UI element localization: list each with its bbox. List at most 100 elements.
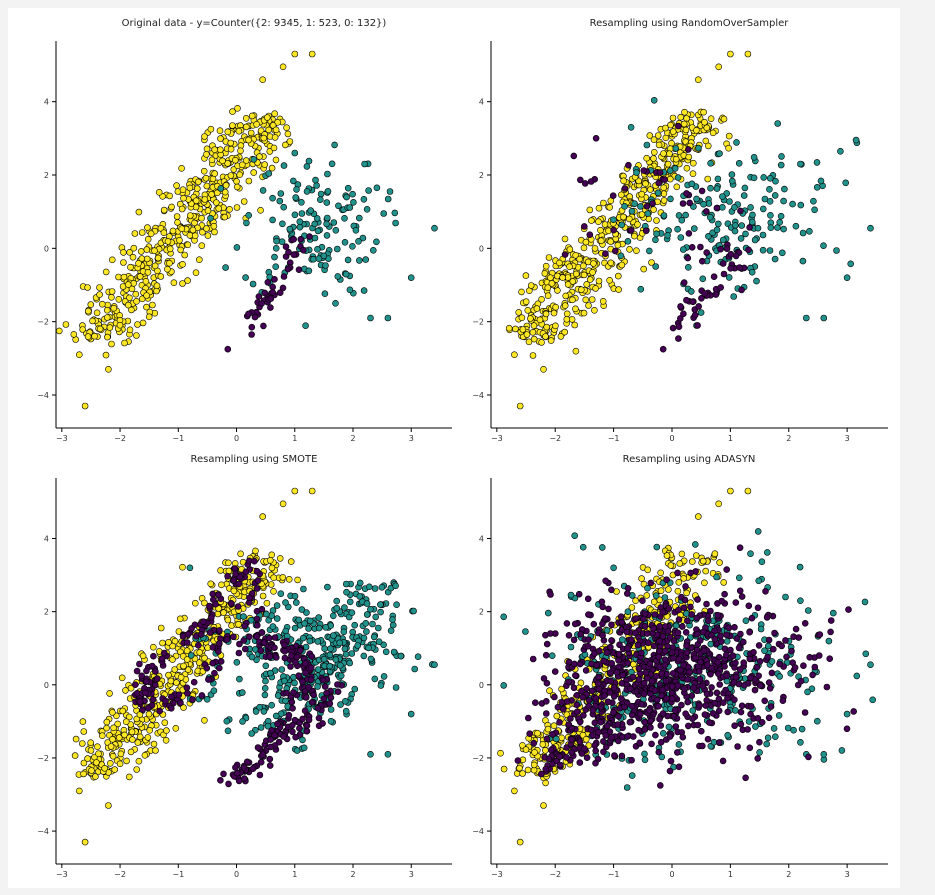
data-point-class-2 [235,620,242,628]
data-point-class-0 [321,683,329,690]
data-point-class-0 [274,720,281,728]
data-point-class-0 [288,721,296,729]
data-point-class-2 [518,314,526,322]
data-point-class-1 [714,220,722,228]
data-point-class-0 [706,719,713,726]
data-point-class-1 [317,190,325,198]
data-point-class-2 [203,145,211,153]
data-point-class-1 [187,652,195,659]
data-point-class-0 [142,689,149,697]
data-point-class-0 [783,653,790,661]
data-point-class-0 [158,655,166,662]
data-point-class-1 [362,256,370,263]
data-point-class-0 [240,764,248,771]
data-point-class-1 [691,541,699,548]
data-point-class-2 [614,272,622,280]
data-point-class-2 [93,309,101,317]
data-point-class-1 [723,637,731,645]
data-point-class-1 [291,592,299,600]
data-point-class-1 [322,623,330,631]
data-point-class-2 [516,838,524,846]
data-point-class-1 [431,224,438,232]
x-tick-label: 3 [845,870,850,879]
data-point-class-0 [661,176,669,183]
data-point-class-0 [267,304,274,311]
data-point-class-1 [677,234,685,241]
data-point-class-0 [570,684,578,692]
data-point-class-0 [258,605,266,613]
data-point-class-2 [308,487,316,495]
data-point-class-1 [268,701,276,709]
data-point-class-0 [753,663,761,671]
data-point-class-0 [266,755,274,763]
data-point-class-2 [99,300,106,308]
data-point-class-1 [324,583,331,591]
data-point-class-2 [607,259,615,267]
data-point-class-0 [738,702,746,710]
data-point-class-2 [202,174,210,182]
data-point-class-0 [704,735,712,743]
data-point-class-1 [217,185,225,192]
data-point-class-2 [279,500,287,508]
data-point-class-0 [788,647,795,655]
data-point-class-2 [519,326,527,333]
data-point-class-2 [203,225,210,232]
data-point-class-0 [136,660,143,668]
data-point-class-2 [91,332,98,340]
data-point-class-0 [668,649,676,656]
data-point-class-0 [811,663,819,671]
data-point-class-1 [349,190,356,198]
data-point-class-1 [272,263,280,271]
data-point-class-0 [623,628,631,636]
data-point-class-0 [586,231,594,238]
data-point-class-2 [196,649,203,656]
data-point-class-2 [263,599,271,607]
data-point-class-2 [552,303,560,311]
data-point-class-0 [843,725,851,733]
data-point-class-1 [776,219,784,226]
data-point-class-2 [580,309,588,317]
data-point-class-2 [539,741,547,748]
data-point-class-2 [245,136,252,144]
data-point-class-2 [294,576,301,584]
data-point-class-2 [644,566,652,574]
data-point-class-2 [564,281,572,288]
data-point-class-2 [183,647,191,655]
data-point-class-0 [643,203,651,210]
data-point-class-2 [601,221,609,228]
data-point-class-2 [76,787,83,795]
data-point-class-2 [669,114,677,122]
data-point-class-0 [209,659,216,667]
data-point-class-2 [166,259,173,267]
data-point-class-2 [161,719,169,727]
data-point-class-0 [271,634,279,641]
data-point-class-0 [571,660,578,668]
data-point-class-2 [588,296,596,303]
data-point-class-0 [618,752,626,760]
data-point-class-0 [693,630,701,638]
data-point-class-0 [235,649,243,657]
data-point-class-0 [676,315,684,322]
data-point-class-2 [678,550,686,558]
data-point-class-0 [303,727,311,735]
data-point-class-2 [218,581,225,589]
data-point-class-0 [642,669,650,676]
data-point-class-0 [737,708,745,716]
data-point-class-0 [211,669,218,677]
data-point-class-1 [751,236,759,244]
data-point-class-0 [629,673,637,681]
data-point-class-0 [306,233,313,240]
data-point-class-1 [321,290,329,298]
data-point-class-1 [382,648,390,656]
data-point-class-0 [587,726,595,734]
data-point-class-0 [645,639,652,647]
data-point-class-2 [707,115,715,122]
data-point-class-2 [727,487,734,495]
data-point-class-0 [600,657,608,665]
data-point-class-0 [320,695,328,703]
data-point-class-0 [148,662,156,670]
data-point-class-2 [582,735,590,743]
x-tick-label: 0 [669,870,674,879]
data-point-class-2 [534,729,541,737]
x-tick-label: −1 [172,434,184,443]
